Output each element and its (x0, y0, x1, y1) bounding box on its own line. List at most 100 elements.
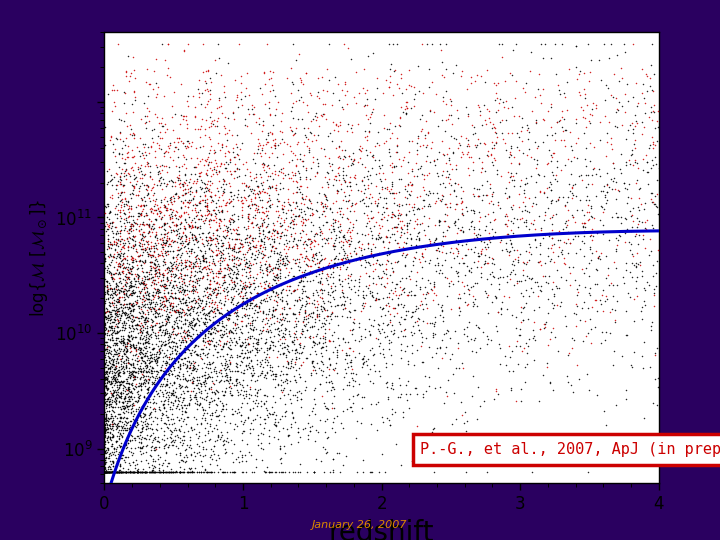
Point (341, 253, 353, 261)
Point (631, 292, 642, 301)
Point (182, 202, 194, 211)
Point (174, 361, 186, 369)
Point (217, 226, 229, 235)
Point (140, 405, 151, 414)
Point (153, 207, 165, 215)
Point (204, 157, 215, 166)
Point (258, 307, 269, 316)
Point (250, 199, 261, 208)
Point (111, 86, 122, 94)
Point (106, 190, 117, 199)
Point (476, 158, 487, 166)
Point (150, 467, 162, 476)
Point (130, 323, 142, 332)
Point (121, 390, 132, 399)
Point (168, 467, 179, 476)
Point (584, 284, 595, 292)
Point (211, 372, 222, 380)
Point (239, 121, 251, 130)
Point (436, 260, 447, 269)
Point (103, 298, 114, 307)
Point (302, 235, 313, 244)
Point (539, 208, 551, 217)
Point (236, 329, 248, 338)
Point (107, 269, 119, 278)
Point (212, 206, 223, 214)
Point (140, 375, 151, 383)
Point (120, 407, 132, 415)
Point (469, 77, 481, 85)
Point (182, 427, 194, 435)
Point (197, 265, 208, 274)
Point (135, 319, 147, 327)
Point (320, 403, 332, 412)
Point (276, 320, 287, 328)
Point (149, 328, 161, 337)
Point (217, 240, 229, 249)
Point (126, 234, 138, 243)
Point (145, 303, 156, 312)
Point (112, 251, 123, 260)
Point (266, 169, 278, 178)
Point (547, 211, 559, 220)
Point (615, 150, 626, 159)
Point (518, 316, 529, 325)
Point (168, 327, 179, 336)
Point (266, 410, 278, 418)
Point (125, 311, 137, 320)
Point (174, 449, 186, 457)
Point (141, 352, 153, 360)
Point (490, 321, 502, 330)
Point (308, 467, 320, 476)
Point (148, 403, 159, 412)
Point (310, 250, 321, 259)
Point (376, 185, 387, 193)
Point (282, 185, 293, 193)
Point (542, 203, 554, 212)
Point (374, 248, 385, 257)
Point (136, 467, 148, 476)
Point (130, 225, 141, 233)
Point (472, 134, 484, 143)
Point (110, 445, 122, 454)
Point (231, 374, 243, 383)
Point (178, 453, 189, 461)
Point (261, 138, 273, 147)
Point (344, 227, 356, 236)
Point (307, 210, 319, 218)
Point (133, 349, 145, 357)
Point (273, 427, 284, 435)
Point (281, 300, 292, 309)
Point (627, 92, 639, 101)
Point (323, 312, 334, 320)
Point (241, 381, 253, 389)
Point (293, 340, 305, 349)
Point (492, 79, 503, 87)
Point (153, 346, 165, 354)
Point (292, 428, 304, 436)
Point (410, 281, 421, 289)
Point (99, 382, 111, 390)
Point (173, 394, 184, 402)
Point (215, 428, 227, 436)
Point (113, 268, 125, 277)
Point (134, 380, 145, 389)
Point (488, 143, 500, 152)
Point (170, 143, 181, 152)
Point (140, 291, 151, 299)
Point (123, 300, 135, 308)
Point (109, 467, 120, 476)
Point (144, 357, 156, 366)
Point (141, 306, 153, 315)
Point (299, 254, 310, 262)
Point (132, 273, 143, 282)
Point (499, 212, 510, 220)
Point (403, 404, 415, 413)
Point (166, 193, 177, 202)
Point (122, 385, 134, 394)
Point (345, 55, 356, 63)
Point (167, 390, 179, 399)
Point (114, 403, 126, 411)
Point (258, 429, 269, 438)
Point (575, 170, 587, 179)
